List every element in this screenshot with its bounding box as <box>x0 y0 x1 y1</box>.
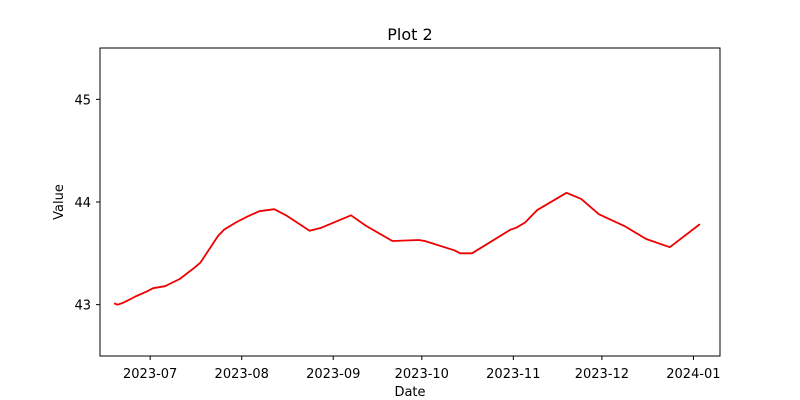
x-tick-label: 2023-10 <box>395 367 449 382</box>
x-tick-label: 2023-07 <box>123 367 177 382</box>
y-tick-label: 44 <box>74 196 91 211</box>
y-axis-label: Value <box>52 184 67 220</box>
chart-title: Plot 2 <box>387 25 432 44</box>
x-axis-label: Date <box>394 385 425 400</box>
x-tick-label: 2024-01 <box>666 367 720 382</box>
y-axis: 43 44 45 <box>74 93 100 314</box>
plot-frame <box>99 47 721 357</box>
x-tick-label: 2023-09 <box>306 367 360 382</box>
x-axis: 2023-07 2023-08 2023-09 2023-10 2023-11 2023-… <box>123 356 721 382</box>
series-line-0 <box>113 191 701 306</box>
y-tick-label: 45 <box>74 93 91 108</box>
plot-area <box>113 191 701 306</box>
x-tick-label: 2023-08 <box>215 367 269 382</box>
x-tick-label: 2023-11 <box>486 367 540 382</box>
x-tick-label: 2023-12 <box>575 367 629 382</box>
y-tick-label: 43 <box>74 299 91 314</box>
